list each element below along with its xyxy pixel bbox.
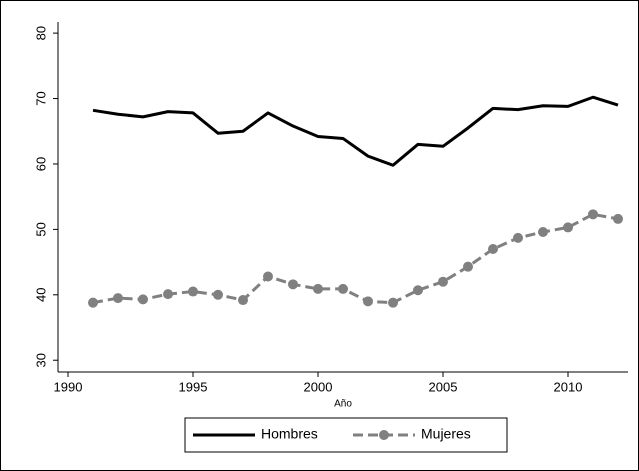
series-marker <box>163 289 173 300</box>
series-marker <box>388 297 398 308</box>
x-axis-label: Año <box>334 399 352 410</box>
series-marker <box>213 289 223 300</box>
series-marker <box>488 244 498 255</box>
y-tick-label: 70 <box>33 91 48 105</box>
series-line <box>92 212 619 305</box>
series-marker <box>313 283 323 294</box>
series-marker <box>538 227 548 237</box>
series-marker <box>363 296 373 307</box>
series-marker <box>413 285 423 296</box>
x-tick-label: 1995 <box>179 379 208 394</box>
series-marker <box>513 232 523 243</box>
series-marker <box>338 283 348 294</box>
y-tick-label: 60 <box>33 157 48 171</box>
legend-label: Mujeres <box>421 426 471 442</box>
series-marker <box>238 295 248 306</box>
y-tick-label: 40 <box>33 288 48 302</box>
series-marker <box>288 279 298 290</box>
series-marker <box>563 222 573 233</box>
series-line <box>92 95 619 167</box>
series-marker <box>438 276 448 287</box>
x-tick-label: 1990 <box>54 379 83 394</box>
y-tick-label: 30 <box>33 353 48 367</box>
series-marker <box>263 271 273 282</box>
series-marker <box>588 209 598 220</box>
series-marker <box>188 286 198 297</box>
series-marker <box>463 261 473 272</box>
y-tick-label: 80 <box>33 26 48 40</box>
series-marker <box>138 294 148 305</box>
y-tick-label: 50 <box>33 222 48 236</box>
x-tick-label: 2010 <box>554 379 583 394</box>
x-tick-label: 2005 <box>429 379 458 394</box>
legend-label: Hombres <box>261 426 318 442</box>
legend-marker <box>379 430 389 440</box>
x-tick-label: 2000 <box>304 379 333 394</box>
series-marker <box>113 293 123 304</box>
series-marker <box>88 297 98 308</box>
series-marker <box>613 213 623 224</box>
